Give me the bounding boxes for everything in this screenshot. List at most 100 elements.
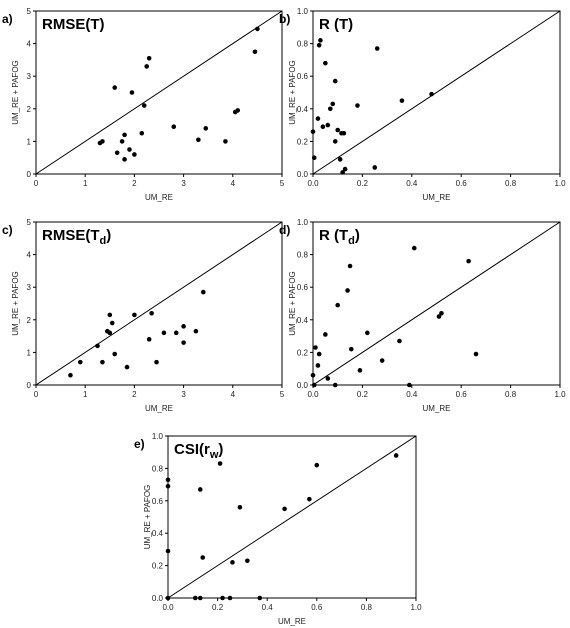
y-axis-label: UM_RE + PAFOG xyxy=(11,271,20,336)
data-point xyxy=(393,453,399,458)
data-point xyxy=(318,38,323,43)
x-tick-label: 5 xyxy=(280,179,285,188)
title-subscript: w xyxy=(209,449,219,461)
y-tick-label: 5 xyxy=(27,218,32,227)
x-tick-label: 0.0 xyxy=(162,603,174,612)
data-point xyxy=(335,127,341,133)
x-tick-label: 2 xyxy=(132,179,137,188)
y-tick-label: 1 xyxy=(27,137,32,146)
data-point xyxy=(193,328,199,334)
one-to-one-line xyxy=(167,435,417,599)
data-point xyxy=(365,330,370,336)
data-point xyxy=(337,157,343,162)
y-tick-label: 0.6 xyxy=(152,497,164,506)
data-point xyxy=(342,166,348,172)
panel-title: R (T) xyxy=(319,16,353,33)
data-point xyxy=(181,324,186,329)
data-point xyxy=(132,312,137,318)
data-point xyxy=(347,263,353,269)
data-point xyxy=(230,560,235,565)
data-point xyxy=(124,364,130,370)
x-tick-label: 1.0 xyxy=(554,179,566,188)
title-subscript: d xyxy=(348,235,355,247)
data-point xyxy=(192,595,198,601)
x-tick-label: 0.2 xyxy=(212,603,224,612)
data-point xyxy=(332,382,338,388)
data-point xyxy=(165,477,171,483)
data-point xyxy=(154,359,159,365)
data-point xyxy=(200,555,206,560)
data-point xyxy=(411,245,417,251)
x-tick-label: 0.2 xyxy=(357,179,369,188)
data-point xyxy=(146,55,152,61)
title-subscript: d xyxy=(100,235,107,247)
plot-frame xyxy=(312,221,561,386)
title-text: R (T xyxy=(319,227,348,244)
data-point xyxy=(122,132,127,138)
data-point xyxy=(315,116,321,121)
x-tick-label: 1 xyxy=(83,390,88,399)
y-tick-label: 0.2 xyxy=(297,348,309,357)
data-point xyxy=(109,320,115,326)
data-point xyxy=(397,338,402,344)
data-point xyxy=(332,139,338,144)
title-suffix: ) xyxy=(355,227,360,244)
data-point xyxy=(335,302,341,308)
x-tick-label: 1.0 xyxy=(554,390,566,399)
title-text: R (T) xyxy=(319,16,353,33)
y-tick-label: 1 xyxy=(27,348,32,357)
data-point xyxy=(374,46,380,51)
data-point xyxy=(330,101,336,107)
plot-frame xyxy=(35,221,283,386)
y-tick-label: 0.0 xyxy=(152,594,164,603)
data-point xyxy=(340,170,345,175)
y-tick-label: 0.2 xyxy=(152,562,164,571)
panel-title: RMSE(Td) xyxy=(42,227,111,247)
y-tick-label: 3 xyxy=(27,72,32,81)
y-tick-label: 2 xyxy=(27,316,32,325)
data-point xyxy=(132,152,137,157)
x-tick-label: 0.6 xyxy=(456,179,468,188)
y-tick-label: 4 xyxy=(27,40,32,49)
y-tick-label: 5 xyxy=(27,7,32,16)
data-point xyxy=(165,595,171,601)
panel-label: b) xyxy=(279,12,290,26)
data-point xyxy=(107,312,113,318)
x-tick-label: 0.6 xyxy=(311,603,323,612)
x-tick-label: 0.6 xyxy=(456,390,468,399)
data-point xyxy=(313,345,318,350)
data-point xyxy=(315,363,321,368)
data-point xyxy=(173,330,179,336)
data-point xyxy=(77,359,83,365)
data-point xyxy=(197,487,203,492)
data-point xyxy=(282,506,287,512)
one-to-one-line xyxy=(312,221,561,386)
data-point xyxy=(220,595,225,601)
data-point xyxy=(112,351,118,357)
data-point xyxy=(141,103,147,108)
data-point xyxy=(311,155,317,160)
x-tick-label: 5 xyxy=(280,390,285,399)
y-tick-label: 0 xyxy=(27,170,32,179)
data-point xyxy=(227,595,233,601)
y-tick-label: 0.4 xyxy=(152,529,164,538)
panel: 0.0 0.2 0.4 0.6 0.8 1.0 0.0 0.2 0.4 0.6 0.8 1.0 UM_R… xyxy=(279,7,566,202)
x-tick-label: 1.0 xyxy=(410,603,422,612)
data-point xyxy=(165,548,171,554)
data-point xyxy=(325,376,331,381)
data-point xyxy=(114,150,120,156)
x-tick-label: 2 xyxy=(132,390,137,399)
x-tick-label: 0 xyxy=(34,390,39,399)
data-point xyxy=(439,310,444,316)
x-tick-label: 4 xyxy=(231,390,236,399)
plot-frame xyxy=(167,435,417,599)
panel-title: RMSE(T) xyxy=(42,16,105,33)
data-point xyxy=(307,496,312,502)
y-tick-label: 0.6 xyxy=(297,72,309,81)
data-point xyxy=(112,85,118,90)
data-point xyxy=(252,49,258,55)
x-tick-label: 0.4 xyxy=(262,603,274,612)
y-tick-label: 2 xyxy=(27,105,32,114)
data-point xyxy=(255,26,260,32)
